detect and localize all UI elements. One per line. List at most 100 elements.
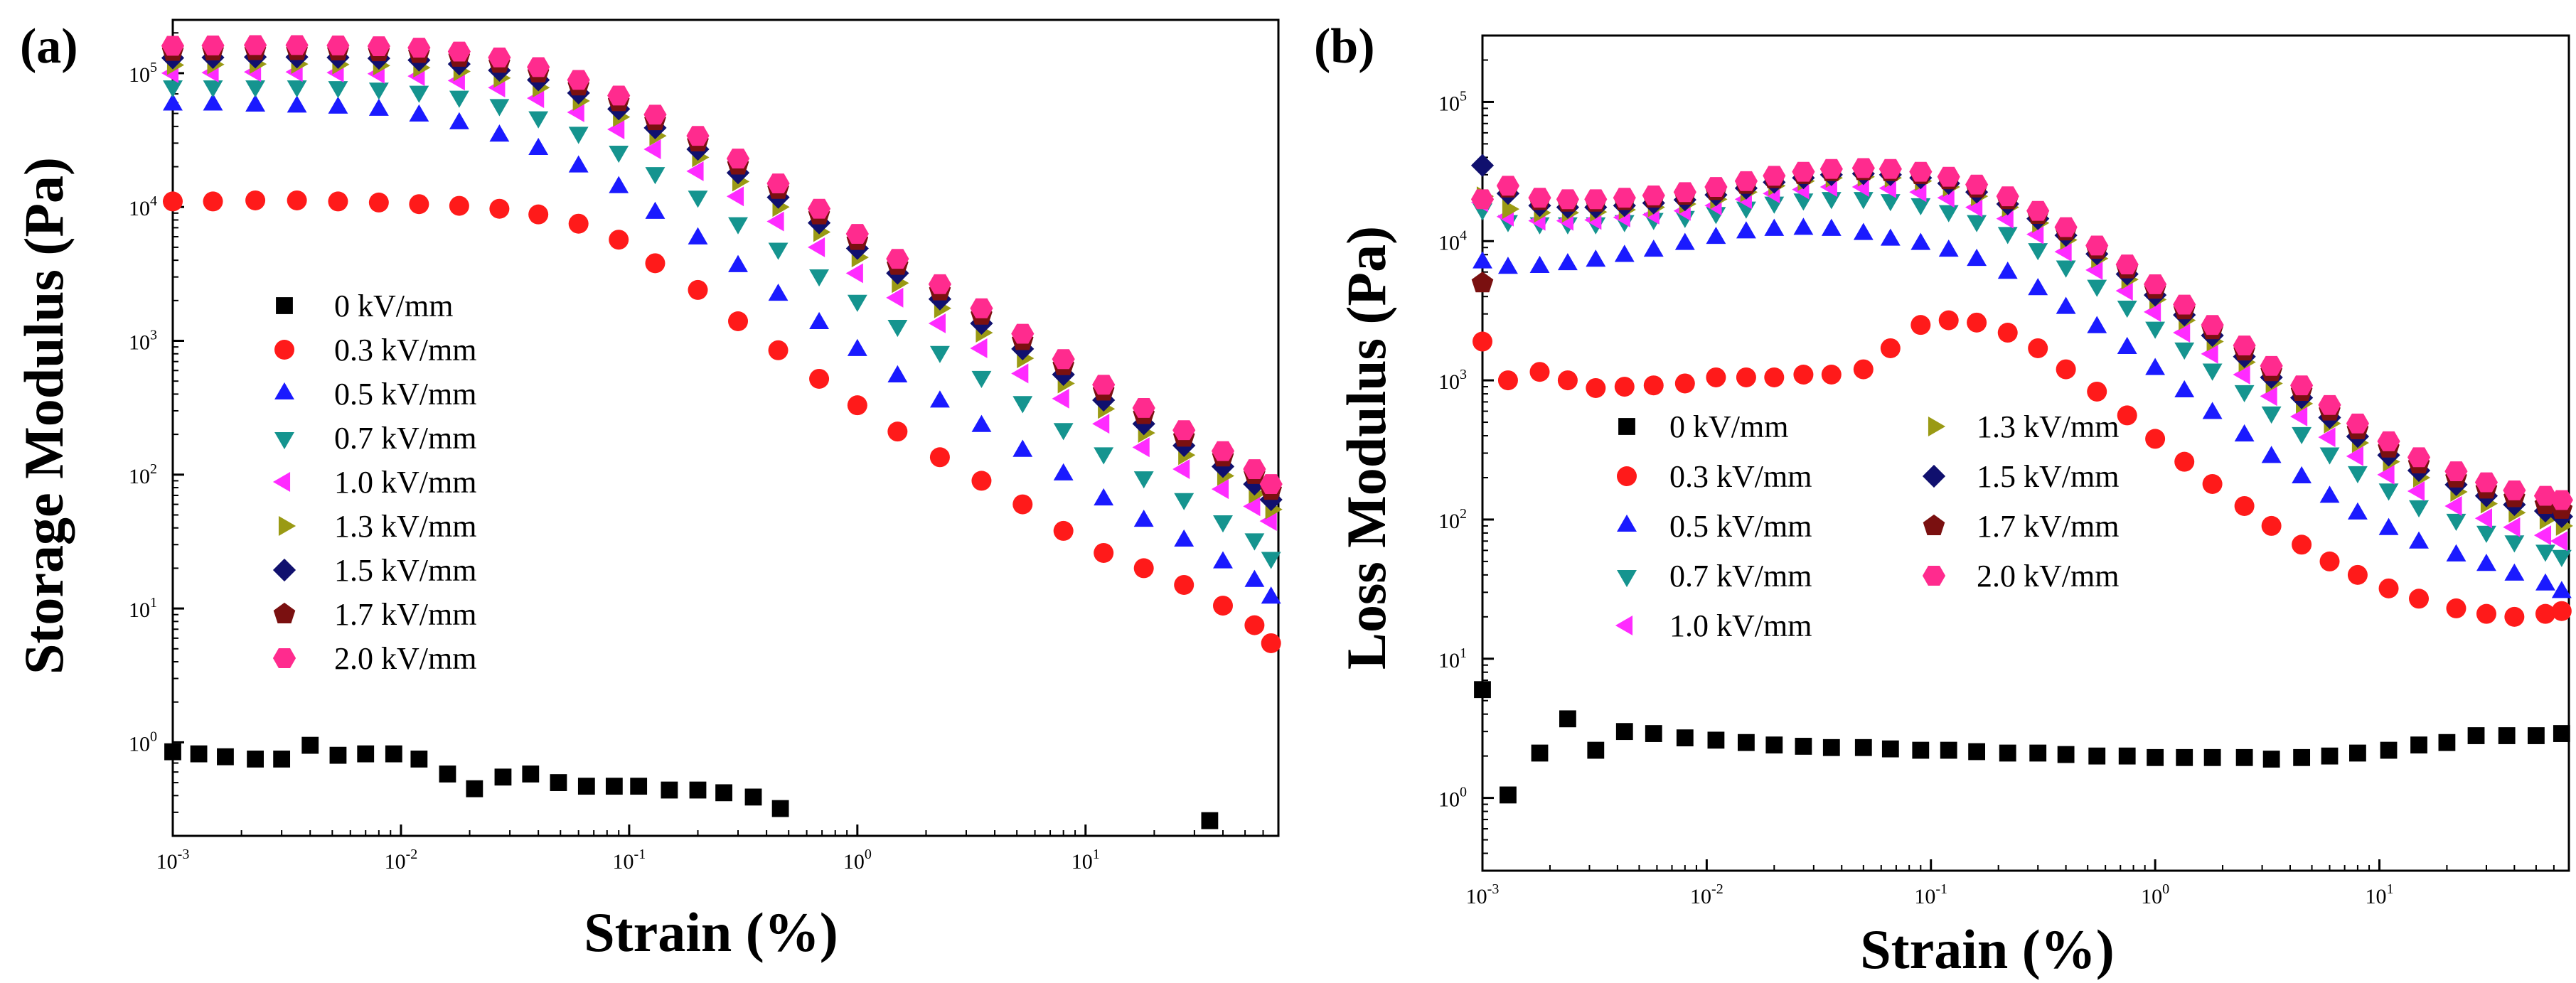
legend-item: 1.5 kV/mm xyxy=(272,553,476,588)
legend-label: 1.7 kV/mm xyxy=(1977,509,2119,544)
data-point xyxy=(971,471,992,491)
data-point xyxy=(1967,248,1987,267)
data-point xyxy=(550,774,567,791)
legend-item: 1.3 kV/mm xyxy=(1928,409,2119,444)
legend-label: 1.7 kV/mm xyxy=(334,597,476,632)
data-point xyxy=(2444,496,2462,516)
data-point xyxy=(2347,466,2368,483)
panel-a-series-0-3-kV-mm xyxy=(163,190,1281,653)
data-point xyxy=(1912,741,1930,759)
data-point xyxy=(163,80,183,98)
data-point xyxy=(2147,748,2164,766)
legend-marker xyxy=(274,431,294,450)
legend-label: 0.7 kV/mm xyxy=(1669,559,1812,593)
data-point xyxy=(929,447,950,468)
data-point xyxy=(1133,471,1154,489)
data-point xyxy=(1764,218,1785,236)
data-point xyxy=(2028,278,2048,296)
data-point xyxy=(609,230,629,250)
data-point xyxy=(1261,552,1281,569)
data-point xyxy=(2474,508,2493,529)
data-point xyxy=(1792,161,1815,182)
data-point xyxy=(494,768,512,786)
data-point xyxy=(688,227,708,245)
legend-item: 0.3 kV/mm xyxy=(274,333,476,367)
data-point xyxy=(489,124,510,142)
data-point xyxy=(970,298,993,318)
data-point xyxy=(686,126,710,146)
data-point xyxy=(568,213,589,234)
data-point xyxy=(1997,323,2018,343)
panel-a-series-0-kV-mm xyxy=(164,736,1219,829)
panel-b-plot-frame xyxy=(1481,34,2570,872)
data-point xyxy=(1853,192,1874,210)
data-point xyxy=(2054,242,2072,262)
data-point xyxy=(1529,255,1550,273)
data-point xyxy=(2292,426,2312,444)
data-point xyxy=(1132,398,1155,418)
data-point xyxy=(928,274,952,294)
legend-label: 1.5 kV/mm xyxy=(1977,459,2119,494)
data-point xyxy=(1212,596,1233,616)
panel-a-y-tick-label: 101 xyxy=(129,595,157,622)
data-point xyxy=(1172,459,1190,479)
panel-a: (a) Storage Modulus (Pa) Strain (%) 10-3… xyxy=(13,18,1283,963)
data-point xyxy=(203,93,223,111)
legend-item: 2.0 kV/mm xyxy=(1922,559,2119,593)
data-point xyxy=(245,80,266,98)
data-point xyxy=(768,340,789,360)
data-point xyxy=(1174,529,1195,547)
data-point xyxy=(2174,380,2195,398)
data-point xyxy=(1470,154,1495,177)
data-point xyxy=(2087,279,2107,297)
data-point xyxy=(847,395,867,416)
panel-a-x-tick-label: 101 xyxy=(1071,847,1100,874)
legend-item: 2.0 kV/mm xyxy=(272,641,476,676)
data-point xyxy=(2504,563,2525,581)
data-point xyxy=(1878,159,1902,179)
data-point xyxy=(2380,741,2398,759)
data-point xyxy=(1643,375,1664,396)
legend-label: 2.0 kV/mm xyxy=(1977,559,2119,593)
data-point xyxy=(2145,321,2166,339)
data-point xyxy=(2438,734,2456,751)
data-point xyxy=(2145,358,2166,375)
data-point xyxy=(2234,385,2255,403)
data-point xyxy=(449,195,469,216)
data-point xyxy=(688,279,708,300)
data-point xyxy=(1673,182,1696,203)
data-point xyxy=(2535,603,2555,624)
legend-marker xyxy=(276,297,293,314)
data-point xyxy=(2262,751,2280,768)
data-point xyxy=(2085,235,2109,256)
data-point xyxy=(1910,198,1931,216)
data-point xyxy=(2176,748,2193,766)
panel-b-series-1-0-kV-mm xyxy=(1470,177,2567,552)
panel-b-x-tick-label: 100 xyxy=(2141,881,2169,908)
legend-label: 0.5 kV/mm xyxy=(334,377,476,412)
data-point xyxy=(1201,812,1219,829)
data-point xyxy=(768,283,789,301)
data-point xyxy=(2407,447,2431,468)
data-point xyxy=(1172,420,1196,441)
data-point xyxy=(328,81,348,99)
panel-b-y-tick-label: 101 xyxy=(1438,645,1467,672)
data-point xyxy=(1470,189,1495,210)
data-point xyxy=(2056,296,2076,314)
data-point xyxy=(766,173,790,194)
data-point xyxy=(2117,300,2137,318)
legend-item: 1.7 kV/mm xyxy=(1923,509,2119,544)
data-point xyxy=(568,155,589,173)
data-point xyxy=(567,102,584,122)
data-point xyxy=(1529,362,1550,382)
data-point xyxy=(1999,744,2016,762)
data-point xyxy=(845,224,869,244)
data-point xyxy=(607,119,625,139)
panel-a-x-tick-label: 10-2 xyxy=(385,847,418,874)
data-point xyxy=(1244,569,1265,587)
data-point xyxy=(1853,359,1874,380)
data-point xyxy=(2550,531,2567,552)
data-point xyxy=(1764,367,1785,387)
data-point xyxy=(929,345,950,363)
data-point xyxy=(367,36,390,56)
